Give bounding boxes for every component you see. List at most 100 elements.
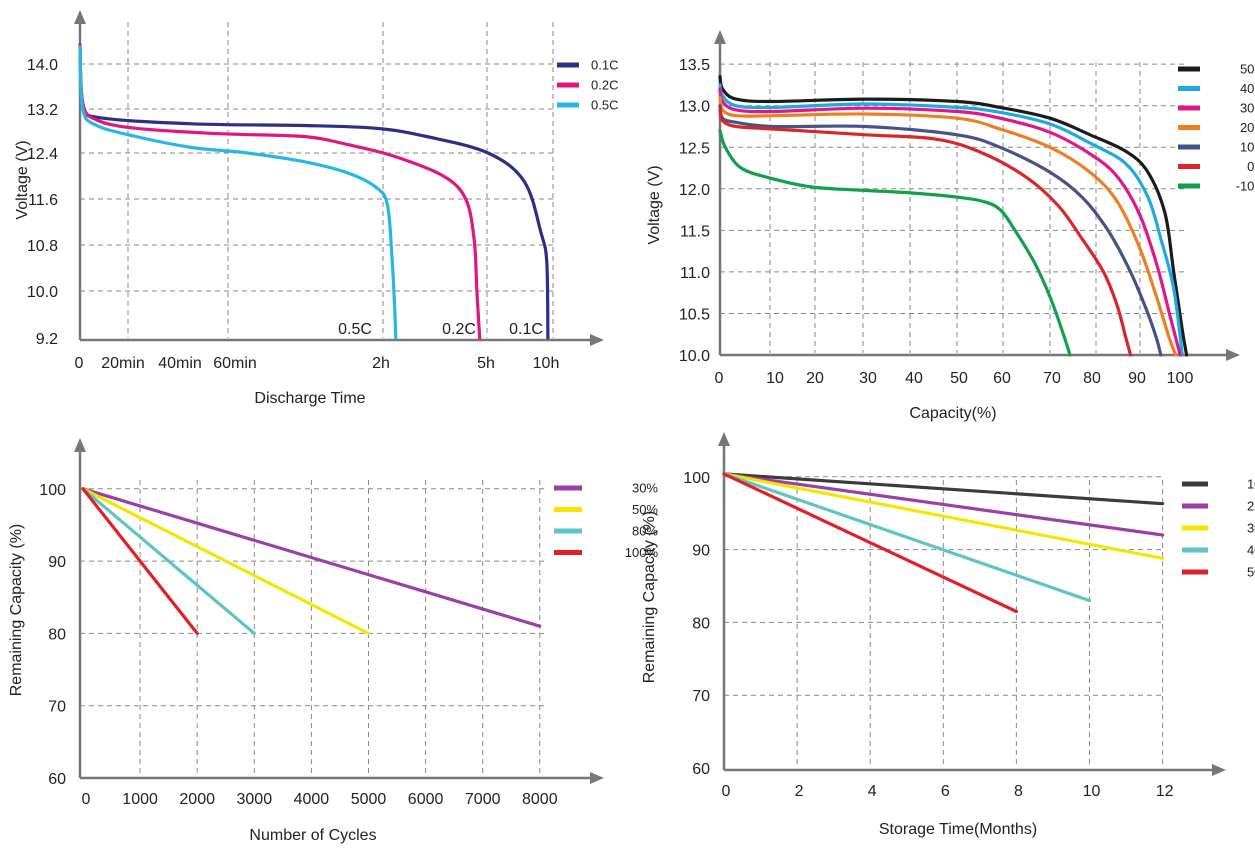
y-tick-label: 100	[683, 470, 710, 487]
y-axis-arrow	[718, 432, 730, 446]
y-axis-label: Remaining Capacity (%)	[8, 524, 25, 697]
y-axis-arrow	[74, 10, 86, 24]
x-tick-label: 50	[950, 370, 968, 387]
x-tick-label: 2	[795, 783, 804, 800]
y-tick-label: 100	[39, 482, 66, 499]
x-axis-label: Number of Cycles	[249, 827, 376, 844]
chart-storage-time: 60 70 80 90 100 0 2 4 6 8 10 12 Storage Time(Months)…	[641, 432, 1255, 838]
series-line-0.5C	[78, 45, 398, 340]
series-line-40℃	[718, 83, 1184, 357]
x-tick-label: 2000	[179, 791, 215, 808]
x-tick-label: 12	[1156, 783, 1174, 800]
series-line-30℃	[718, 87, 1182, 357]
y-tick-label: 90	[692, 543, 710, 560]
y-tick-label: 13.5	[679, 57, 710, 74]
series-line-25℃	[722, 472, 1165, 537]
legend-label: 100%	[625, 545, 659, 560]
legend-label: 10℃	[1240, 140, 1255, 155]
x-tick-label: 0	[715, 370, 724, 387]
x-tick-label: 0	[82, 791, 91, 808]
chart-capacity-temperature: 10.0 10.5 11.0 11.5 12.0 12.5 13.0 13.5 0 10 20 30 4…	[646, 30, 1255, 422]
legend-label: 40℃	[1247, 543, 1255, 558]
y-tick-label: 70	[48, 699, 66, 716]
series-line-10℃	[722, 472, 1165, 506]
y-tick-label: 9.2	[36, 331, 58, 348]
legend-label: 0.5C	[591, 98, 618, 113]
series-line-0℃	[718, 108, 1133, 357]
y-tick-label: 60	[692, 761, 710, 778]
x-axis-label: Discharge Time	[254, 390, 365, 407]
series-line-0.2C	[78, 42, 482, 340]
x-tick-label: 4	[868, 783, 877, 800]
x-tick-label: 40min	[158, 355, 202, 372]
x-tick-label: 10h	[533, 355, 560, 372]
legend-label: 50℃	[1247, 565, 1255, 580]
x-tick-label: 100	[1167, 370, 1194, 387]
x-tick-label: 10	[766, 370, 784, 387]
y-tick-label: 13.2	[27, 102, 58, 119]
y-tick-label: 11.0	[680, 265, 710, 282]
x-tick-label: 5000	[351, 791, 387, 808]
y-tick-label: 12.0	[679, 182, 710, 199]
x-axis-arrow	[1226, 349, 1240, 361]
legend-label: 0.1C	[591, 58, 618, 73]
y-tick-label: 13.0	[679, 99, 710, 116]
legend-label: -10℃	[1236, 179, 1255, 194]
x-tick-label: 20	[806, 370, 824, 387]
y-tick-label: 80	[48, 626, 66, 643]
series-line-20℃	[718, 95, 1178, 357]
x-tick-label: 8000	[522, 791, 558, 808]
x-tick-label: 30	[859, 370, 877, 387]
x-tick-label: 2h	[372, 355, 390, 372]
legend-label: 0.2C	[591, 78, 618, 93]
y-axis-label: Voltage (V)	[646, 165, 663, 244]
y-axis-label: Remaining Capacity (%)	[641, 511, 658, 684]
series-line-0.1C	[78, 45, 550, 340]
series-line-50%	[81, 487, 371, 635]
legend-label: 30℃	[1240, 101, 1255, 116]
y-tick-label: 12.4	[27, 146, 58, 163]
y-tick-label: 12.5	[679, 140, 710, 157]
x-tick-label: 60min	[213, 355, 257, 372]
legend-label: 30℃	[1247, 521, 1255, 536]
x-tick-label: 80	[1083, 370, 1101, 387]
series-line-50℃	[718, 75, 1189, 357]
y-axis-label: Voltage (V)	[14, 140, 31, 219]
legend-label: 20℃	[1240, 120, 1255, 135]
x-tick-label: 90	[1128, 370, 1146, 387]
y-tick-label: 90	[48, 554, 66, 571]
x-axis-arrow	[590, 772, 604, 784]
x-tick-label: 5h	[477, 355, 495, 372]
y-tick-label: 10.0	[27, 284, 58, 301]
y-tick-label: 10.5	[679, 306, 710, 323]
legend-label: 50%	[632, 502, 658, 517]
x-axis-arrow	[590, 334, 604, 346]
series-line-10℃	[718, 104, 1163, 357]
x-axis-label: Capacity(%)	[909, 405, 996, 422]
x-tick-label: 1000	[122, 791, 158, 808]
curve-end-label: 0.5C	[338, 321, 372, 338]
x-tick-label: 0	[75, 355, 84, 372]
series-line--10℃	[718, 129, 1072, 357]
legend-label: 10℃	[1247, 477, 1255, 492]
y-tick-label: 60	[48, 771, 66, 788]
legend-label: 25℃	[1247, 499, 1255, 514]
legend-label: 50℃	[1240, 62, 1255, 77]
y-tick-label: 14.0	[27, 57, 58, 74]
x-tick-label: 20min	[101, 355, 145, 372]
x-tick-label: 40	[905, 370, 923, 387]
y-axis-arrow	[74, 438, 86, 452]
y-tick-label: 11.6	[28, 192, 58, 209]
legend-label: 30%	[632, 481, 658, 496]
series-line-30℃	[722, 472, 1165, 560]
x-tick-label: 4000	[294, 791, 330, 808]
x-tick-label: 6	[941, 783, 950, 800]
x-tick-label: 7000	[465, 791, 501, 808]
curve-end-label: 0.1C	[509, 321, 543, 338]
series-line-30%	[81, 487, 542, 628]
series-line-50℃	[722, 472, 1018, 614]
x-axis-label: Storage Time(Months)	[879, 821, 1037, 838]
series-line-80%	[81, 487, 256, 635]
x-tick-label: 70	[1043, 370, 1061, 387]
